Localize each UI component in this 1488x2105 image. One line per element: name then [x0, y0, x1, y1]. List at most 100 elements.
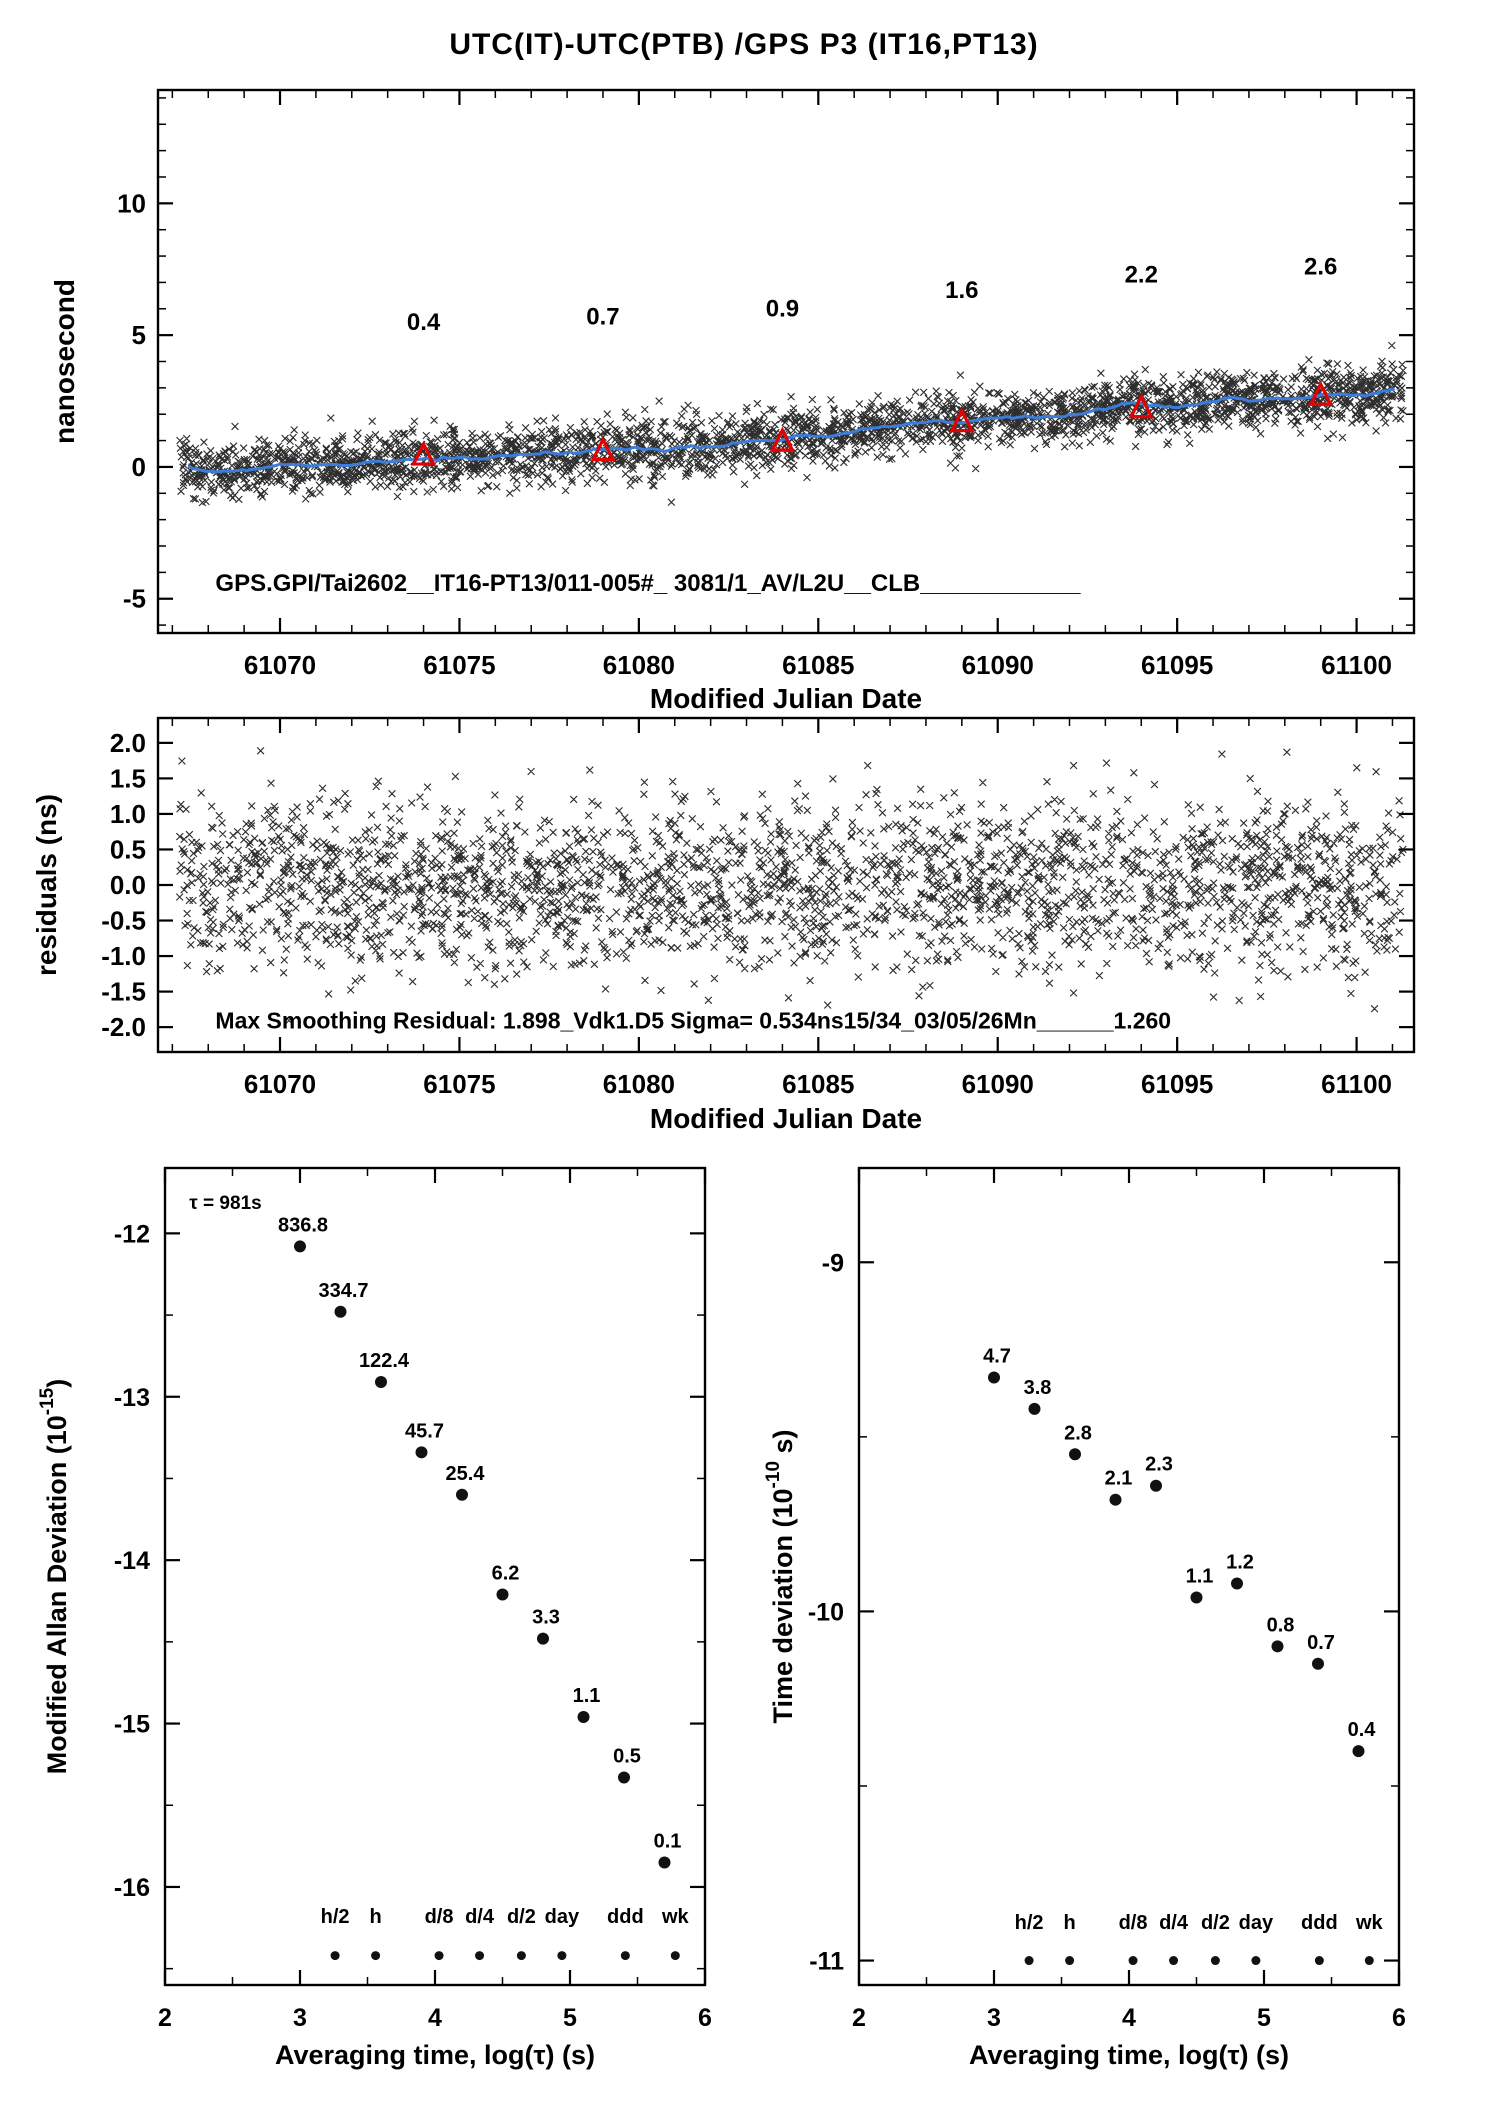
annotation-text: Max Smoothing Residual: 1.898_Vdk1.D5 Si… — [215, 1008, 1171, 1034]
tau-marker-label: day — [1239, 1912, 1274, 1934]
annotation-text: GPS.GPI/Tai2602__IT16-PT13/011-005#_ 308… — [215, 570, 1081, 597]
x-tick-label: 2 — [158, 2004, 172, 2032]
triangle-label: 0.7 — [586, 304, 619, 331]
y-tick-label: 10 — [117, 188, 146, 218]
x-tick-label: 4 — [428, 2004, 442, 2032]
data-point — [294, 1240, 306, 1253]
tau-marker — [1314, 1956, 1324, 1966]
calibration-triangle — [1128, 393, 1154, 419]
calibration-triangle — [410, 440, 437, 466]
y-tick-label: -2.0 — [101, 1012, 146, 1042]
tdev-panel: 2 3 4 5 6 -9 -10 -11 Averaging time, log(τ) (s) T… — [744, 1150, 1488, 2105]
page-title: UTC(IT)-UTC(PTB) /GPS P3 (IT16,PT13) — [449, 28, 1039, 61]
x-axis-title: Averaging time, log(τ) (s) — [275, 2040, 595, 2070]
residuals-plot: 61070 61075 61080 61085 61090 61095 61100 -2.0 -… — [31, 716, 1416, 1134]
data-point — [537, 1632, 549, 1645]
y-axis-title: nanosecond — [49, 279, 80, 444]
tau-marker — [1065, 1956, 1075, 1966]
y-tick-label: -15 — [114, 1711, 150, 1739]
x-tick-label: 3 — [987, 2004, 1001, 2032]
x-tick-label: 4 — [1122, 2004, 1136, 2032]
tau-marker — [1364, 1956, 1374, 1966]
y-tick-label: -10 — [808, 1598, 844, 1626]
data-point — [1109, 1493, 1122, 1506]
data-point — [1312, 1657, 1324, 1670]
axes: 2 3 4 5 6 -9 -10 -11 Averaging time, log(τ) (s) T… — [763, 1166, 1406, 2070]
tau-marker-label: d/2 — [507, 1906, 536, 1928]
tau-marker-label: ddd — [607, 1906, 644, 1928]
tau-marker — [557, 1951, 567, 1961]
y-tick-label: -11 — [809, 1948, 844, 1976]
tau-marker-label: d/8 — [425, 1906, 454, 1928]
tau-marker — [516, 1951, 526, 1961]
point-value-label: 836.8 — [278, 1214, 328, 1236]
y-tick-label: -1.0 — [101, 941, 146, 971]
y-tick-label: -9 — [822, 1249, 844, 1277]
triangle-label: 2.2 — [1125, 261, 1158, 288]
tau-marker-label: d/8 — [1119, 1912, 1148, 1934]
axes: 2 3 4 5 6 -12 -13 -14 -15 -16 Averaging time, log(… — [37, 1166, 712, 2070]
x-tick-label: 5 — [563, 2004, 577, 2032]
scatter-points — [176, 341, 1407, 507]
point-value-label: 334.7 — [318, 1280, 368, 1302]
x-tick-label: 5 — [1257, 2004, 1271, 2032]
x-axis-title: Averaging time, log(τ) (s) — [969, 2040, 1289, 2070]
x-tick-label: 2 — [852, 2004, 866, 2032]
y-axis-title: residuals (ns) — [31, 794, 62, 976]
data-point — [618, 1771, 630, 1784]
y-axis-title: Time deviation (10-10 s) — [763, 1429, 798, 1723]
tau-marker-label: d/4 — [465, 1906, 495, 1928]
axes: 61070 61075 61080 61085 61090 61095 61100 -2.0 -… — [31, 716, 1416, 1134]
x-tick-label: 61085 — [782, 650, 854, 680]
tau-note: τ = 981s — [189, 1193, 261, 1214]
x-tick-label: 61080 — [603, 650, 675, 680]
x-tick-label: 61090 — [962, 650, 1034, 680]
tau-marker-label: wk — [1355, 1912, 1384, 1934]
mdev-plot: 2 3 4 5 6 -12 -13 -14 -15 -16 Averaging time, log(… — [37, 1166, 712, 2070]
triangle-label: 2.6 — [1304, 254, 1337, 281]
point-value-label: 25.4 — [446, 1463, 486, 1485]
point-value-label: 0.8 — [1267, 1614, 1295, 1636]
point-value-label: 4.7 — [983, 1345, 1011, 1367]
y-axis-title: Modified Allan Deviation (10-15) — [37, 1379, 72, 1775]
y-tick-label: 1.0 — [110, 799, 146, 829]
residuals-panel: 61070 61075 61080 61085 61090 61095 61100 -2.0 -… — [0, 710, 1488, 1140]
phase-plot: 61070 61075 61080 61085 61090 61095 61100 -5 0 5 1… — [49, 88, 1416, 710]
data-point — [334, 1305, 347, 1318]
tau-marker — [1169, 1956, 1179, 1966]
y-tick-label: -12 — [114, 1220, 150, 1248]
x-tick-label: 61095 — [1141, 1069, 1213, 1099]
data-point — [577, 1711, 590, 1724]
plot-frame — [857, 1166, 1401, 1987]
calibration-triangle — [1308, 380, 1334, 406]
point-value-label: 0.7 — [1307, 1632, 1335, 1654]
data-point — [456, 1488, 468, 1501]
y-tick-label: 1.5 — [110, 763, 146, 793]
plot-frame — [156, 88, 1416, 635]
tau-marker — [1128, 1956, 1138, 1966]
x-axis-title: Modified Julian Date — [650, 1103, 922, 1134]
data-point — [1231, 1577, 1243, 1590]
plot-frame — [163, 1166, 707, 1987]
tau-marker-label: ddd — [1301, 1912, 1338, 1934]
data-point — [1352, 1745, 1365, 1758]
x-tick-label: 6 — [698, 2004, 712, 2032]
point-value-label: 1.2 — [1226, 1551, 1254, 1573]
point-value-label: 1.1 — [1186, 1565, 1214, 1587]
tdev-plot: 2 3 4 5 6 -9 -10 -11 Averaging time, log(τ) (s) T… — [763, 1166, 1406, 2070]
y-tick-label: -14 — [114, 1547, 150, 1575]
y-tick-label: -13 — [114, 1384, 150, 1412]
tau-marker — [330, 1951, 340, 1961]
triangle-label: 0.9 — [766, 296, 799, 323]
data-point — [1028, 1402, 1041, 1415]
data-point — [658, 1856, 671, 1869]
y-tick-label: -1.5 — [101, 977, 146, 1007]
tau-marker-label: d/2 — [1201, 1912, 1230, 1934]
triangle-label: 0.4 — [407, 309, 441, 336]
point-value-label: 122.4 — [359, 1350, 410, 1372]
tau-marker — [670, 1951, 680, 1961]
y-tick-label: 0.0 — [110, 870, 146, 900]
data-point — [375, 1376, 387, 1389]
data-point — [1150, 1479, 1162, 1492]
y-tick-label: 2.0 — [110, 728, 146, 758]
